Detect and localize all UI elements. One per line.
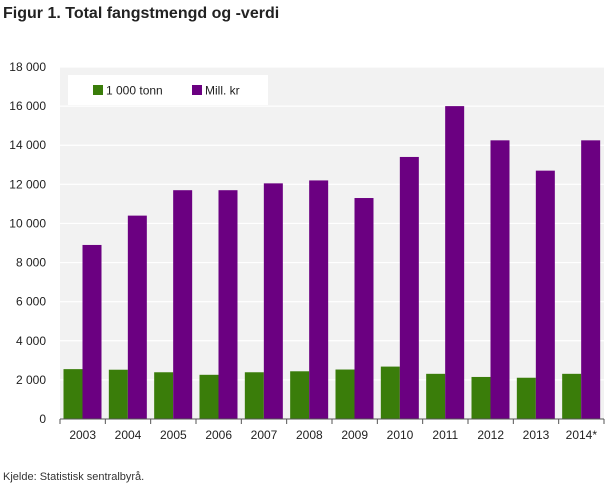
bar-tonn <box>290 371 310 419</box>
bar-mill-kr <box>399 156 419 419</box>
x-tick-label: 2013 <box>523 428 550 442</box>
bar-mill-kr <box>173 190 193 419</box>
source-note: Kjelde: Statistisk sentralbyrå. <box>3 471 145 483</box>
y-tick-label: 6 000 <box>16 295 46 309</box>
x-tick-label: 2004 <box>115 428 142 442</box>
y-tick-label: 10 000 <box>9 216 46 230</box>
plot-background <box>60 67 604 419</box>
x-tick-label: 2006 <box>205 428 232 442</box>
y-tick-label: 12 000 <box>9 177 46 191</box>
bar-tonn <box>426 373 446 419</box>
legend: 1 000 tonn Mill. kr <box>68 75 268 105</box>
bar-mill-kr <box>82 244 102 419</box>
y-axis: 0 2 000 4 000 6 000 8 000 10 000 12 000 14 000 1… <box>9 60 46 426</box>
bar-mill-kr <box>127 215 147 419</box>
x-axis: 2003 2004 2005 2006 2007 2008 2009 2010 2011 2012… <box>59 418 605 442</box>
x-tick-label: 2012 <box>477 428 504 442</box>
legend-label: 1 000 tonn <box>106 84 163 98</box>
bar-tonn <box>108 369 128 419</box>
x-tick-label: 2010 <box>387 428 414 442</box>
bar-tonn <box>154 372 174 419</box>
bar-mill-kr <box>218 190 238 419</box>
bar-mill-kr <box>445 106 465 419</box>
y-tick-label: 14 000 <box>9 138 46 152</box>
legend-label: Mill. kr <box>205 84 240 98</box>
legend-swatch <box>192 85 202 95</box>
bar-mill-kr <box>490 140 510 420</box>
x-tick-label: 2007 <box>251 428 278 442</box>
bar-tonn <box>562 373 582 419</box>
y-tick-label: 4 000 <box>16 334 46 348</box>
bar-mill-kr <box>354 198 374 419</box>
x-tick-label: 2009 <box>341 428 368 442</box>
bar-tonn <box>516 377 536 419</box>
x-tick-label: 2008 <box>296 428 323 442</box>
x-tick-label: 2003 <box>69 428 96 442</box>
bar-tonn <box>244 372 264 419</box>
bar-tonn <box>335 369 355 419</box>
y-tick-label: 18 000 <box>9 60 46 74</box>
y-tick-label: 0 <box>39 412 46 426</box>
x-tick-label: 2005 <box>160 428 187 442</box>
x-tick-label: 2014* <box>566 428 598 442</box>
x-tick-label: 2011 <box>432 428 458 442</box>
bar-tonn <box>63 369 83 419</box>
y-tick-label: 8 000 <box>16 256 46 270</box>
chart-title: Figur 1. Total fangstmengd og -verdi <box>3 5 280 22</box>
bars <box>63 106 601 420</box>
legend-swatch <box>93 85 103 95</box>
bar-mill-kr <box>535 170 555 419</box>
y-tick-label: 2 000 <box>16 373 46 387</box>
bar-tonn <box>380 366 400 419</box>
bar-mill-kr <box>581 140 601 420</box>
bar-mill-kr <box>309 180 329 419</box>
bar-tonn <box>199 374 219 419</box>
bar-mill-kr <box>263 183 283 419</box>
y-tick-label: 16 000 <box>9 99 46 113</box>
grid-lines <box>60 66 604 381</box>
bar-tonn <box>471 376 491 419</box>
